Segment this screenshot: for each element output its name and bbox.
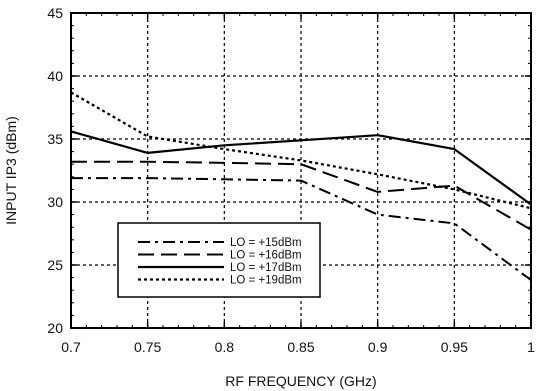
legend-label-3: LO = +17dBm: [230, 262, 302, 274]
x-tick-label: 0.9: [368, 339, 388, 355]
series-line-3: [70, 130, 532, 206]
series-line-1: [71, 177, 532, 281]
y-tick-label: 35: [47, 131, 63, 147]
x-tick-label: 1: [527, 339, 535, 355]
legend-box: [117, 222, 321, 298]
x-tick-label: 0.95: [441, 339, 468, 355]
y-tick-label: 20: [47, 320, 63, 336]
x-tick-label: 0.85: [287, 339, 314, 355]
y-axis-label: INPUT IP3 (dBm): [3, 116, 19, 225]
axis-ticks: 0.7 0.75 0.8 0.85 0.9 0.95 1 20 25 30 35 40 45: [47, 5, 535, 355]
x-tick-label: 0.75: [134, 339, 161, 355]
legend-label-2: LO = +16dBm: [230, 250, 302, 262]
legend-label-1: LO = +15dBm: [230, 237, 302, 249]
x-tick-label: 0.8: [215, 339, 235, 355]
y-tick-label: 40: [47, 68, 63, 84]
x-tick-label: 0.7: [61, 339, 81, 355]
legend-label-4: LO = +19dBm: [230, 275, 302, 287]
y-tick-label: 25: [47, 257, 63, 273]
x-axis-label: RF FREQUENCY (GHz): [225, 373, 376, 389]
y-tick-label: 45: [47, 5, 63, 21]
series-line-2: [71, 160, 532, 231]
y-tick-label: 30: [47, 194, 63, 210]
series-layer: [70, 91, 532, 281]
